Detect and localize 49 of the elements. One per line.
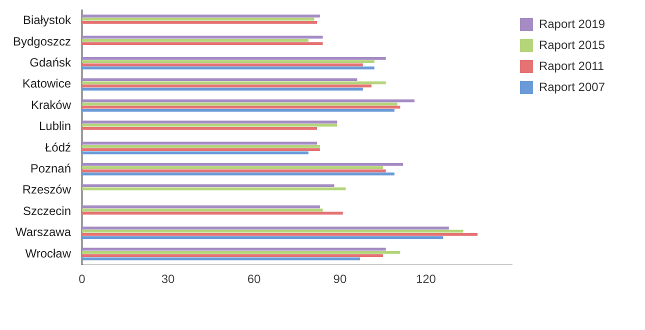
bar	[82, 38, 308, 42]
y-tick-label: Katowice	[22, 76, 72, 91]
x-tick-label: 120	[416, 272, 436, 286]
x-tick-label: 90	[333, 272, 347, 286]
y-tick-label: Gdańsk	[30, 56, 72, 70]
bar	[82, 57, 386, 60]
y-tick-label: Bydgoszcz	[12, 34, 72, 48]
legend-label: Raport 2015	[538, 38, 606, 52]
y-tick-label: Poznań	[30, 162, 72, 176]
bar	[82, 60, 374, 64]
bar	[82, 88, 363, 91]
bar	[82, 236, 444, 239]
bar	[82, 84, 372, 88]
bar	[82, 126, 318, 130]
legend-label: Raport 2007	[538, 80, 606, 94]
bar	[82, 99, 415, 102]
y-tick-label: Kraków	[31, 98, 72, 112]
bar	[82, 208, 323, 212]
bar	[82, 232, 478, 236]
y-tick-label: Szczecin	[22, 204, 72, 218]
y-tick-label: Rzeszów	[22, 182, 72, 197]
legend-label: Raport 2019	[538, 16, 606, 31]
bar	[82, 172, 394, 176]
bar	[82, 78, 358, 82]
bar	[82, 254, 383, 258]
x-tick-label: 60	[247, 272, 261, 286]
bar	[82, 20, 318, 24]
bar	[82, 66, 374, 70]
x-tick-label: 30	[161, 272, 176, 286]
bar	[82, 166, 383, 170]
y-tick-label: Lublin	[38, 119, 72, 134]
y-tick-label: Warszawa	[15, 225, 72, 240]
bar	[82, 250, 400, 254]
y-tick-label: Wrocław	[25, 246, 72, 260]
bar	[82, 148, 320, 152]
bar	[82, 14, 320, 18]
bar	[82, 226, 449, 230]
bar	[82, 184, 334, 188]
y-tick-label: Białystok	[22, 13, 72, 28]
legend-label: Raport 2011	[538, 58, 604, 73]
bar	[82, 205, 320, 208]
bar	[82, 144, 320, 148]
bar	[82, 163, 404, 166]
bar	[82, 120, 338, 124]
bar	[82, 108, 394, 112]
bar	[82, 102, 398, 106]
x-tick-label: 0	[78, 272, 86, 286]
bar	[82, 42, 323, 46]
y-tick-label: Łódź	[44, 140, 72, 154]
